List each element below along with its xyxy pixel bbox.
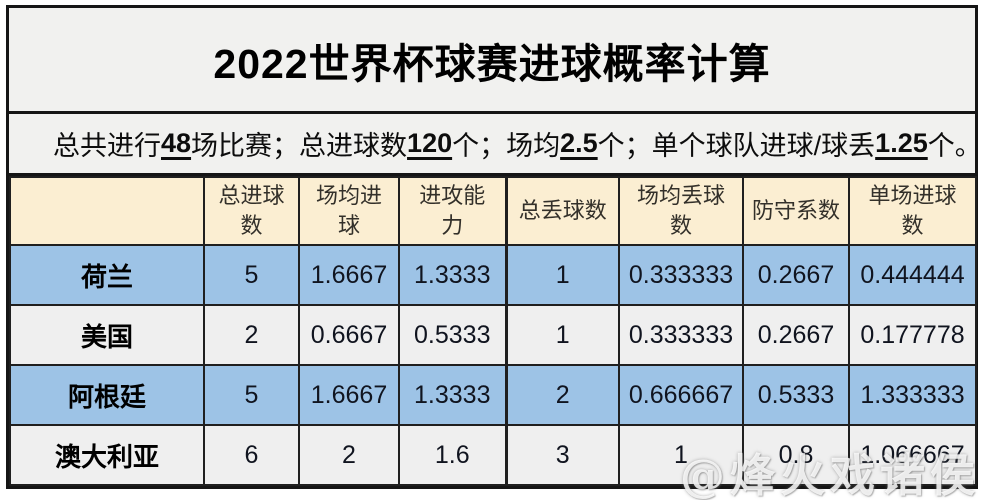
value-cell: 1.6667: [298, 364, 400, 426]
value-cell: 1: [504, 304, 620, 366]
team-name-cell: 美国: [9, 304, 205, 366]
value-cell: 1.3333: [398, 364, 507, 426]
value-cell: 0.444444: [848, 244, 977, 306]
value-cell: 0.666667: [618, 364, 744, 426]
table-row: 荷兰 5 1.6667 1.3333 1 0.333333 0.2667 0.444444: [9, 244, 977, 306]
value-cell: 0.6667: [298, 304, 400, 366]
worksheet-frame: 2022世界杯球赛进球概率计算 总共进行 48 场比赛；总进球数 120 个；场均 2.5…: [6, 5, 982, 489]
column-header: 防守系数: [742, 176, 850, 246]
value-cell: 0.177778: [848, 304, 977, 366]
summary-line: 总共进行 48 场比赛；总进球数 120 个；场均 2.5 个；单个球队进球/球丢 1.25 个…: [9, 114, 982, 176]
team-name-cell: 澳大利亚: [9, 424, 205, 486]
value-cell: 1.333333: [848, 364, 977, 426]
stats-table: 总进球 数场均进 球进攻能 力总丢球数 场均丢球 数防守系数 单场进球 数 荷兰 5 1…: [9, 176, 977, 486]
table-row: 阿根廷 5 1.6667 1.3333 2 0.666667 0.5333 1.333333: [9, 364, 977, 426]
value-cell: 1.6667: [298, 244, 400, 306]
summary-number: 48: [161, 128, 192, 158]
column-header: 进攻能 力: [398, 176, 507, 246]
team-name-cell: 阿根廷: [9, 364, 205, 426]
corner-header: [9, 176, 205, 246]
value-cell: 2: [504, 364, 620, 426]
value-cell: 0.5333: [398, 304, 507, 366]
summary-number: 2.5: [560, 128, 598, 158]
summary-text: 个；场均: [452, 131, 561, 161]
value-cell: 0.8: [742, 424, 850, 486]
value-cell: 1.3333: [398, 244, 507, 306]
summary-text: 个。: [927, 131, 982, 161]
column-header: 总进球 数: [203, 176, 300, 246]
column-header: 单场进球 数: [848, 176, 977, 246]
summary-text: 场比赛；总进球数: [191, 131, 408, 161]
summary-number: 120: [407, 128, 453, 158]
title-bar: 2022世界杯球赛进球概率计算: [9, 8, 975, 114]
value-cell: 3: [504, 424, 620, 486]
value-cell: 2: [298, 424, 400, 486]
summary-number: 1.25: [875, 128, 928, 158]
value-cell: 0.2667: [742, 244, 850, 306]
value-cell: 1: [504, 244, 620, 306]
summary-text: 个；单个球队进球/球丢: [597, 131, 876, 161]
page-title: 2022世界杯球赛进球概率计算: [213, 40, 771, 87]
value-cell: 2: [203, 304, 300, 366]
value-cell: 0.333333: [618, 304, 744, 366]
value-cell: 1.6: [398, 424, 507, 486]
value-cell: 0.5333: [742, 364, 850, 426]
value-cell: 1.066667: [848, 424, 977, 486]
value-cell: 0.333333: [618, 244, 744, 306]
table-row: 美国 2 0.6667 0.5333 1 0.333333 0.2667 0.177778: [9, 304, 977, 366]
value-cell: 5: [203, 364, 300, 426]
column-header: 场均丢球 数: [618, 176, 744, 246]
column-header: 总丢球数: [504, 176, 620, 246]
column-header: 场均进 球: [298, 176, 400, 246]
summary-text: 总共进行: [53, 131, 161, 161]
value-cell: 6: [203, 424, 300, 486]
header-row: 总进球 数场均进 球进攻能 力总丢球数 场均丢球 数防守系数 单场进球 数: [9, 176, 977, 246]
value-cell: 0.2667: [742, 304, 850, 366]
table-row: 澳大利亚 6 2 1.6 3 1 0.8 1.066667: [9, 424, 977, 486]
value-cell: 5: [203, 244, 300, 306]
team-name-cell: 荷兰: [9, 244, 205, 306]
value-cell: 1: [618, 424, 744, 486]
